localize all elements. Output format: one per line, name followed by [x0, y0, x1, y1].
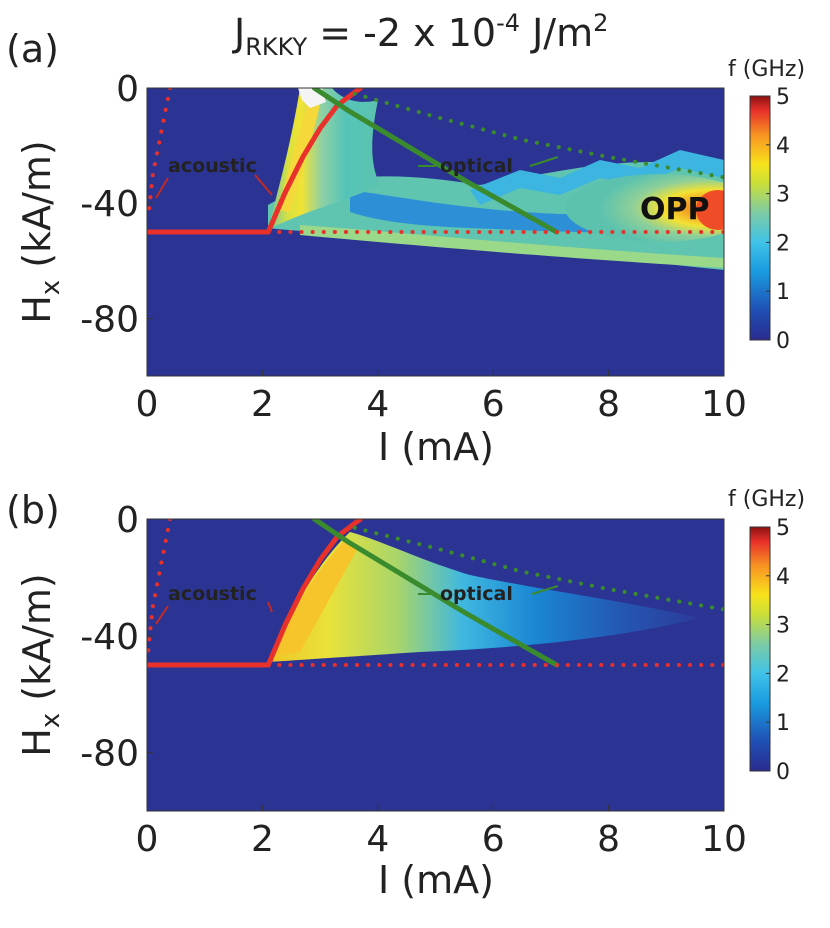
panel-a-colorbar-tick-label: 3 — [776, 183, 790, 208]
panel-b-colorbar-ticks: 5 4 3 2 1 0 — [766, 516, 790, 785]
panel-a-acoustic-arrow-1 — [155, 177, 169, 199]
panel-a-line-optical-threshold — [311, 88, 560, 235]
panel-a-line-acoustic-dotted-vertical — [147, 88, 173, 220]
panel-a-region-opp — [565, 174, 724, 242]
panel-a-y-tick-label: -80 — [80, 299, 139, 340]
panel-b-y-axis-label: Hx (kA/m) — [15, 573, 66, 757]
panel-b-region-acoustic-core — [272, 540, 358, 656]
panel-a-x-tick-label: 0 — [136, 384, 159, 425]
panel-b-y-tick-label: -80 — [80, 734, 139, 775]
panel-a-line-optical-dotted — [352, 91, 724, 180]
panel-a-annotation-acoustic: acoustic — [168, 155, 257, 177]
panel-a-colorbar-title: f (GHz) — [728, 57, 805, 82]
panel-b-line-optical-dotted — [352, 525, 724, 612]
panel-a-y-tick-label: 0 — [116, 69, 139, 110]
panel-a-colorbar-ticks: 5 4 3 2 1 0 — [766, 85, 790, 354]
panel-b-plot-frame — [146, 518, 725, 812]
panel-a-annotation-opp: OPP — [640, 192, 709, 227]
panel-b-annotation-optical: optical — [440, 583, 513, 605]
panel-a-x-tick-label: 8 — [597, 384, 620, 425]
panel-a-optical-arrow-2 — [529, 156, 559, 167]
panel-b-x-ticks: 0 2 4 6 8 10 — [136, 805, 747, 860]
panel-a-colorbar-tick-label: 5 — [776, 85, 790, 110]
panel-a-x-tick-label: 6 — [482, 384, 505, 425]
panel-b-colorbar-title: f (GHz) — [728, 487, 805, 512]
panel-b-y-ticks: 0 -40 -80 — [80, 500, 153, 775]
panel-b-x-tick-label: 4 — [366, 819, 389, 860]
panel-a-x-axis-label: I (mA) — [378, 425, 494, 469]
panel-b-x-tick-label: 0 — [136, 819, 159, 860]
panel-a-colorbar — [749, 95, 771, 341]
panel-b-colorbar-tick-label: 0 — [776, 760, 790, 785]
panel-b-line-acoustic-threshold-curve — [265, 519, 363, 668]
panel-b-colorbar — [749, 526, 771, 772]
panel-a-line-acoustic-threshold-curve — [265, 88, 363, 235]
panel-b-y-tick-label: 0 — [116, 500, 139, 541]
panel-a-annotation-optical: optical — [440, 155, 513, 177]
panel-a-x-ticks: 0 2 4 6 8 10 — [136, 370, 747, 425]
panel-a-colorbar-tick-label: 2 — [776, 231, 790, 256]
panel-b-acoustic-arrow-1 — [155, 605, 169, 625]
panel-a-region-opp-hot — [696, 190, 724, 230]
panel-a-x-tick-label: 4 — [366, 384, 389, 425]
panel-a-label: (a) — [6, 27, 59, 71]
panel-b-x-tick-label: 6 — [482, 819, 505, 860]
panel-b-annotation-acoustic: acoustic — [168, 583, 257, 605]
panel-a-colorbar-tick-label: 0 — [776, 329, 790, 354]
panel-b-colorbar-tick-label: 4 — [776, 565, 790, 590]
panel-b-acoustic-arrow-2 — [267, 601, 273, 613]
panel-b-x-axis-label: I (mA) — [378, 858, 494, 902]
panel-b-x-tick-label: 10 — [701, 819, 747, 860]
panel-a-region-band-stripes — [470, 150, 724, 205]
panel-a-plot-frame — [146, 87, 725, 377]
panel-b-colorbar-tick-label: 5 — [776, 516, 790, 541]
panel-b-label: (b) — [6, 488, 60, 532]
panel-a-y-ticks: 0 -40 -80 — [80, 69, 153, 340]
panel-a: (a) acoustic optical OPP 0 2 4 6 8 10 — [6, 27, 805, 469]
panel-a-region-band-lower — [300, 225, 724, 268]
panel-b-region-acoustic-fan — [268, 532, 700, 662]
panel-a-x-tick-label: 10 — [701, 384, 747, 425]
panel-b-x-tick-label: 8 — [597, 819, 620, 860]
panel-b-y-tick-label: -40 — [80, 617, 139, 658]
panel-b-optical-arrow-2 — [531, 585, 559, 595]
panel-b-colorbar-tick-label: 3 — [776, 614, 790, 639]
panel-b-line-acoustic-dotted-vertical — [147, 519, 173, 653]
panel-a-x-tick-label: 2 — [251, 384, 274, 425]
panel-a-colorbar-tick-label: 1 — [776, 280, 790, 305]
panel-a-y-axis-label: Hx (kA/m) — [15, 140, 66, 324]
panel-a-colorbar-tick-label: 4 — [776, 134, 790, 159]
panel-a-region-acoustic-fan — [268, 88, 380, 230]
panel-b-colorbar-tick-label: 1 — [776, 711, 790, 736]
panel-a-lines — [147, 88, 724, 235]
panel-a-y-tick-label: -40 — [80, 184, 139, 225]
figure-title: JRKKY = -2 x 10-4 J/m2 — [232, 9, 608, 61]
panel-a-acoustic-arrow-2 — [254, 174, 273, 196]
panel-b-colorbar-tick-label: 2 — [776, 662, 790, 687]
panel-b: (b) acoustic optical 0 2 4 6 8 10 0-40-80 I (… — [6, 487, 805, 902]
panel-b-x-tick-label: 2 — [251, 819, 274, 860]
